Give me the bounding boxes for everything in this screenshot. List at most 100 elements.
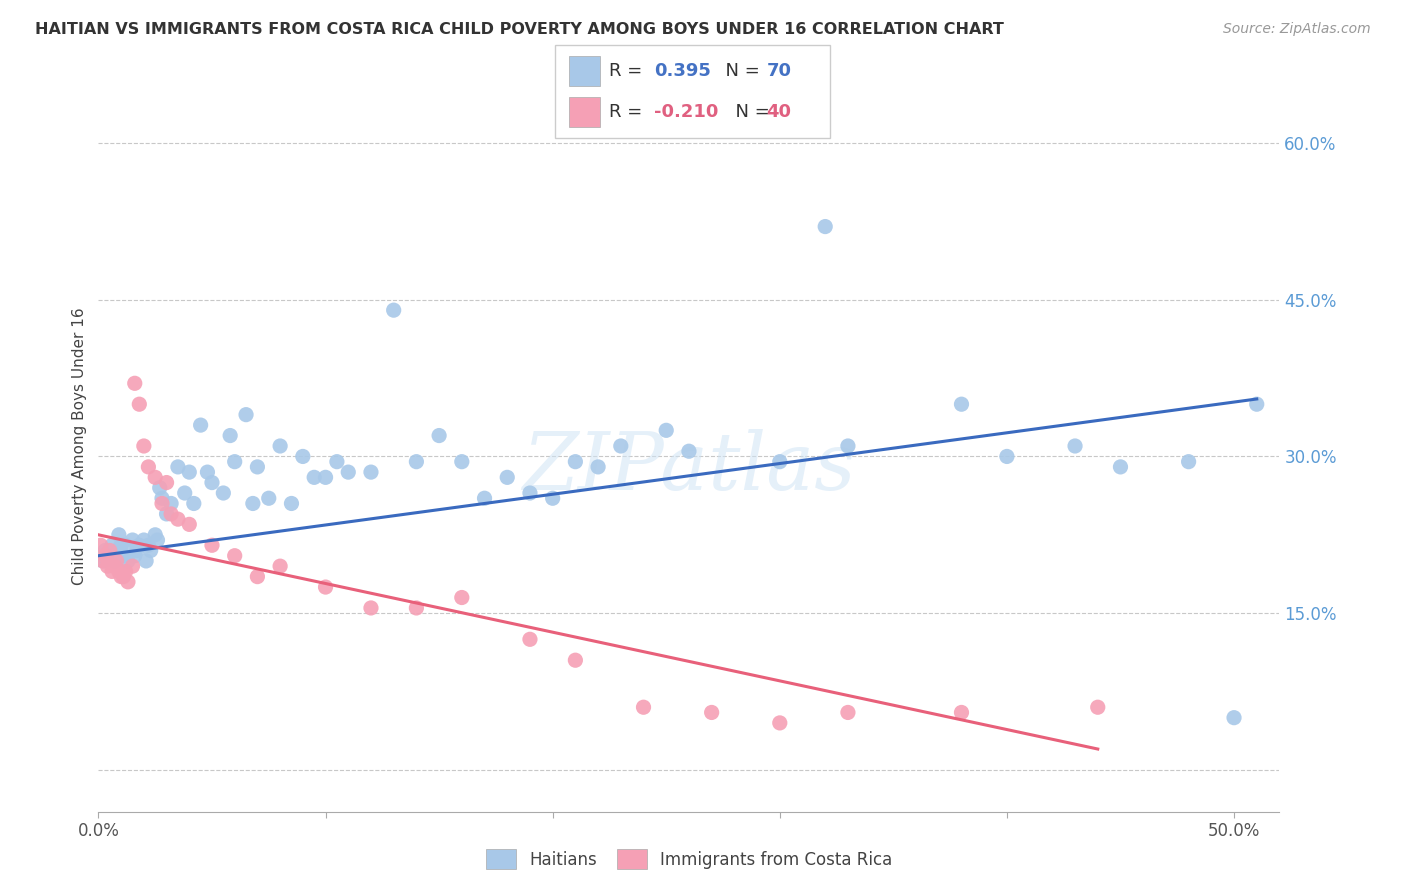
Point <box>212 486 235 500</box>
Point <box>837 706 859 720</box>
Point <box>149 481 172 495</box>
Point <box>132 439 155 453</box>
Point <box>450 591 472 605</box>
Point <box>235 408 257 422</box>
Point <box>91 554 114 568</box>
Point <box>360 465 382 479</box>
Point <box>108 528 131 542</box>
Point <box>112 569 135 583</box>
Text: Source: ZipAtlas.com: Source: ZipAtlas.com <box>1223 22 1371 37</box>
Point <box>302 470 325 484</box>
Point <box>427 428 450 442</box>
Point <box>269 559 291 574</box>
Point <box>382 303 405 318</box>
Point <box>150 491 173 506</box>
Point <box>1223 711 1246 725</box>
Point <box>564 455 586 469</box>
Point <box>155 475 177 490</box>
Point <box>586 459 609 474</box>
Point <box>155 507 177 521</box>
Point <box>117 574 139 589</box>
Point <box>114 565 136 579</box>
Point <box>242 496 264 510</box>
Point <box>183 496 205 510</box>
Point <box>105 543 128 558</box>
Point <box>124 549 146 563</box>
Point <box>541 491 564 506</box>
Point <box>257 491 280 506</box>
Point <box>125 543 148 558</box>
Point <box>103 559 125 574</box>
Point <box>219 428 242 442</box>
Point <box>326 455 349 469</box>
Text: 70: 70 <box>766 62 792 79</box>
Point <box>280 496 302 510</box>
Point <box>1246 397 1268 411</box>
Point <box>450 455 472 469</box>
Point <box>98 543 121 558</box>
Point <box>315 580 337 594</box>
Point <box>94 543 117 558</box>
Point <box>167 459 190 474</box>
Point <box>110 569 132 583</box>
Point <box>950 397 973 411</box>
Point <box>405 455 427 469</box>
Point <box>110 538 132 552</box>
Y-axis label: Child Poverty Among Boys Under 16: Child Poverty Among Boys Under 16 <box>72 307 87 585</box>
Point <box>1087 700 1109 714</box>
Point <box>337 465 360 479</box>
Point <box>150 496 173 510</box>
Point <box>160 507 183 521</box>
Point <box>224 549 246 563</box>
Point <box>474 491 496 506</box>
Point <box>105 554 128 568</box>
Point <box>496 470 519 484</box>
Point <box>132 533 155 547</box>
Point <box>519 632 541 647</box>
Point <box>96 559 118 574</box>
Point <box>101 538 124 552</box>
Point <box>117 554 139 568</box>
Point <box>101 565 124 579</box>
Point <box>94 549 117 563</box>
Point <box>769 715 792 730</box>
Point <box>201 475 224 490</box>
Point <box>160 496 183 510</box>
Point <box>633 700 655 714</box>
Point <box>128 538 150 552</box>
Point <box>121 533 143 547</box>
Point <box>519 486 541 500</box>
Text: R =: R = <box>609 103 648 121</box>
Point <box>98 549 121 563</box>
Point <box>1177 455 1199 469</box>
Point <box>950 706 973 720</box>
Point <box>610 439 633 453</box>
Point <box>197 465 219 479</box>
Point <box>246 569 269 583</box>
Point <box>121 559 143 574</box>
Point <box>1109 459 1132 474</box>
Point <box>360 601 382 615</box>
Text: -0.210: -0.210 <box>654 103 718 121</box>
Point <box>269 439 291 453</box>
Point <box>564 653 586 667</box>
Point <box>103 554 125 568</box>
Point <box>173 486 195 500</box>
Point <box>1064 439 1087 453</box>
Point <box>179 465 201 479</box>
Point <box>124 376 146 391</box>
Text: 40: 40 <box>766 103 792 121</box>
Point <box>995 450 1018 464</box>
Point <box>135 554 157 568</box>
Point <box>138 538 160 552</box>
Point <box>128 397 150 411</box>
Point <box>700 706 723 720</box>
Point <box>201 538 224 552</box>
Text: 0.395: 0.395 <box>654 62 710 79</box>
Point <box>814 219 837 234</box>
Point <box>837 439 859 453</box>
Point <box>143 528 166 542</box>
Point <box>108 565 131 579</box>
Point <box>143 470 166 484</box>
Point <box>112 549 135 563</box>
